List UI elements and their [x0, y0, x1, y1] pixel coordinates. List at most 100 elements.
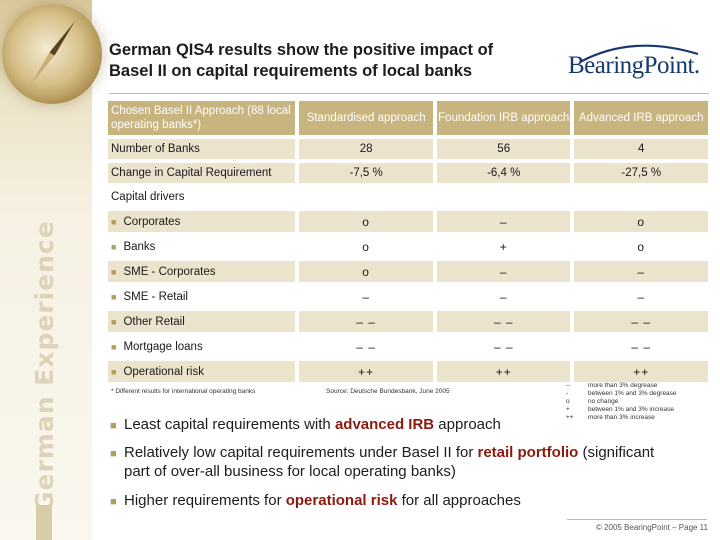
- cell-value: ++: [436, 361, 571, 382]
- point-highlight: retail portfolio: [477, 444, 579, 461]
- cell-value: 4: [574, 139, 709, 159]
- header-approach: Chosen Basel II Approach (88 local opera…: [108, 101, 296, 135]
- corner-block: [36, 505, 52, 540]
- footer-divider: [567, 519, 707, 520]
- table-row: ■ Banks o + o: [108, 236, 709, 257]
- driver-name: SME - Retail: [123, 290, 188, 303]
- header-foundation-irb: Foundation IRB approach: [436, 101, 571, 135]
- table-row: ■ Mortgage loans – – – – – –: [108, 336, 709, 357]
- driver-name: Operational risk: [123, 365, 204, 378]
- title-divider: [109, 93, 709, 94]
- cell-value: – –: [436, 311, 571, 332]
- bullet-point-1: ■ Least capital requirements with advanc…: [110, 415, 670, 434]
- driver-label: ■ Banks: [108, 236, 296, 257]
- bullet-point-2: ■ Relatively low capital requirements un…: [110, 443, 670, 481]
- row-label: Number of Banks: [108, 139, 296, 159]
- side-label: German Experience: [30, 220, 59, 512]
- table-header-row: Chosen Basel II Approach (88 local opera…: [108, 101, 709, 135]
- footnote-source: Source: Deutsche Bundesbank, June 2005: [326, 388, 450, 395]
- cell-value: -27,5 %: [574, 163, 709, 183]
- driver-label: ■ SME - Corporates: [108, 261, 296, 282]
- symbol-legend: -- more than 3% degrease - between 1% and …: [566, 382, 677, 422]
- row-change-capital: Change in Capital Requirement -7,5 % -6,…: [108, 163, 709, 183]
- cell-value: o: [299, 261, 433, 282]
- bullet-icon: ■: [111, 291, 117, 302]
- legend-text: more than 3% degrease: [588, 382, 658, 389]
- table-row: ■ Other Retail – – – – – –: [108, 311, 709, 332]
- cell-value: – –: [574, 311, 709, 332]
- cell-value: ++: [574, 361, 709, 382]
- legend-symbol: ++: [566, 414, 574, 421]
- cell-value: 28: [299, 139, 433, 159]
- table-row: ■ SME - Retail – – –: [108, 286, 709, 307]
- legend-text: more than 3% increase: [588, 414, 655, 421]
- driver-name: Other Retail: [123, 315, 185, 328]
- point-text: approach: [434, 416, 501, 433]
- page-title: German QIS4 results show the positive im…: [109, 40, 559, 82]
- bullet-icon: ■: [111, 241, 117, 252]
- compass-needle: [27, 20, 78, 89]
- footnote-international: * Different results for international op…: [111, 388, 256, 395]
- point-highlight: advanced IRB: [334, 416, 435, 433]
- point-highlight: operational risk: [285, 492, 398, 509]
- cell-value: o: [299, 211, 433, 232]
- bullet-icon: ■: [111, 216, 117, 227]
- bullet-icon: ■: [111, 316, 117, 327]
- cell-value: –: [436, 211, 571, 232]
- legend-symbol: +: [566, 406, 570, 413]
- header-standardised: Standardised approach: [299, 101, 433, 135]
- row-number-of-banks: Number of Banks 28 56 4: [108, 139, 709, 159]
- legend-item: o no change: [566, 398, 677, 406]
- legend-item: -- more than 3% degrease: [566, 382, 677, 390]
- cell-value: –: [574, 261, 709, 282]
- legend-item: - between 1% and 3% degrease: [566, 390, 677, 398]
- cell-value: –: [436, 261, 571, 282]
- bullet-icon: ■: [111, 366, 117, 377]
- table-row: ■ Operational risk ++ ++ ++: [108, 361, 709, 382]
- driver-name: Mortgage loans: [123, 340, 203, 353]
- driver-name: SME - Corporates: [123, 265, 216, 278]
- table-row: ■ Corporates o – o: [108, 211, 709, 232]
- bullet-icon: ■: [110, 448, 117, 460]
- cell-value: –: [574, 286, 709, 307]
- point-text: (significant part of over-all business f…: [124, 444, 655, 480]
- legend-text: no change: [588, 398, 619, 405]
- cell-value: 56: [436, 139, 571, 159]
- header-advanced-irb: Advanced IRB approach: [574, 101, 709, 135]
- driver-label: ■ Corporates: [108, 211, 296, 232]
- table-row: ■ SME - Corporates o – –: [108, 261, 709, 282]
- bullet-point-3: ■ Higher requirements for operational ri…: [110, 491, 670, 510]
- row-label: Change in Capital Requirement: [108, 163, 296, 183]
- cell-value: o: [299, 236, 433, 257]
- logo-arc-icon: [579, 44, 699, 63]
- cell-value: +: [436, 236, 571, 257]
- legend-item: + between 1% and 3% increase: [566, 406, 677, 414]
- driver-name: Banks: [123, 240, 156, 253]
- driver-label: ■ Other Retail: [108, 311, 296, 332]
- results-table: Chosen Basel II Approach (88 local opera…: [108, 101, 709, 386]
- bullet-icon: ■: [110, 420, 117, 432]
- legend-text: between 1% and 3% increase: [588, 406, 675, 413]
- title-line-1: German QIS4 results show the positive im…: [109, 41, 494, 59]
- cell-value: o: [574, 211, 709, 232]
- cell-value: ++: [299, 361, 433, 382]
- point-text: Higher requirements for: [124, 492, 286, 509]
- point-text: Least capital requirements with: [124, 416, 335, 433]
- cell-value: – –: [299, 311, 433, 332]
- left-decorative-strip: German Experience: [0, 0, 102, 540]
- copyright-page-number: © 2005 BearingPoint – Page 11: [595, 523, 708, 532]
- bullet-icon: ■: [110, 496, 117, 508]
- driver-label: ■ Mortgage loans: [108, 336, 296, 357]
- cell-value: -6,4 %: [436, 163, 571, 183]
- legend-symbol: -: [566, 390, 569, 397]
- cell-value: –: [436, 286, 571, 307]
- logo-text: BearingPoint.: [568, 52, 700, 79]
- legend-item: ++ more than 3% increase: [566, 414, 677, 422]
- driver-label: ■ Operational risk: [108, 361, 296, 382]
- legend-text: between 1% and 3% degrease: [588, 390, 677, 397]
- bullet-icon: ■: [111, 266, 117, 277]
- cell-value: – –: [436, 336, 571, 357]
- point-text: Relatively low capital requirements unde…: [124, 444, 478, 461]
- legend-symbol: o: [566, 398, 570, 405]
- cell-value: – –: [574, 336, 709, 357]
